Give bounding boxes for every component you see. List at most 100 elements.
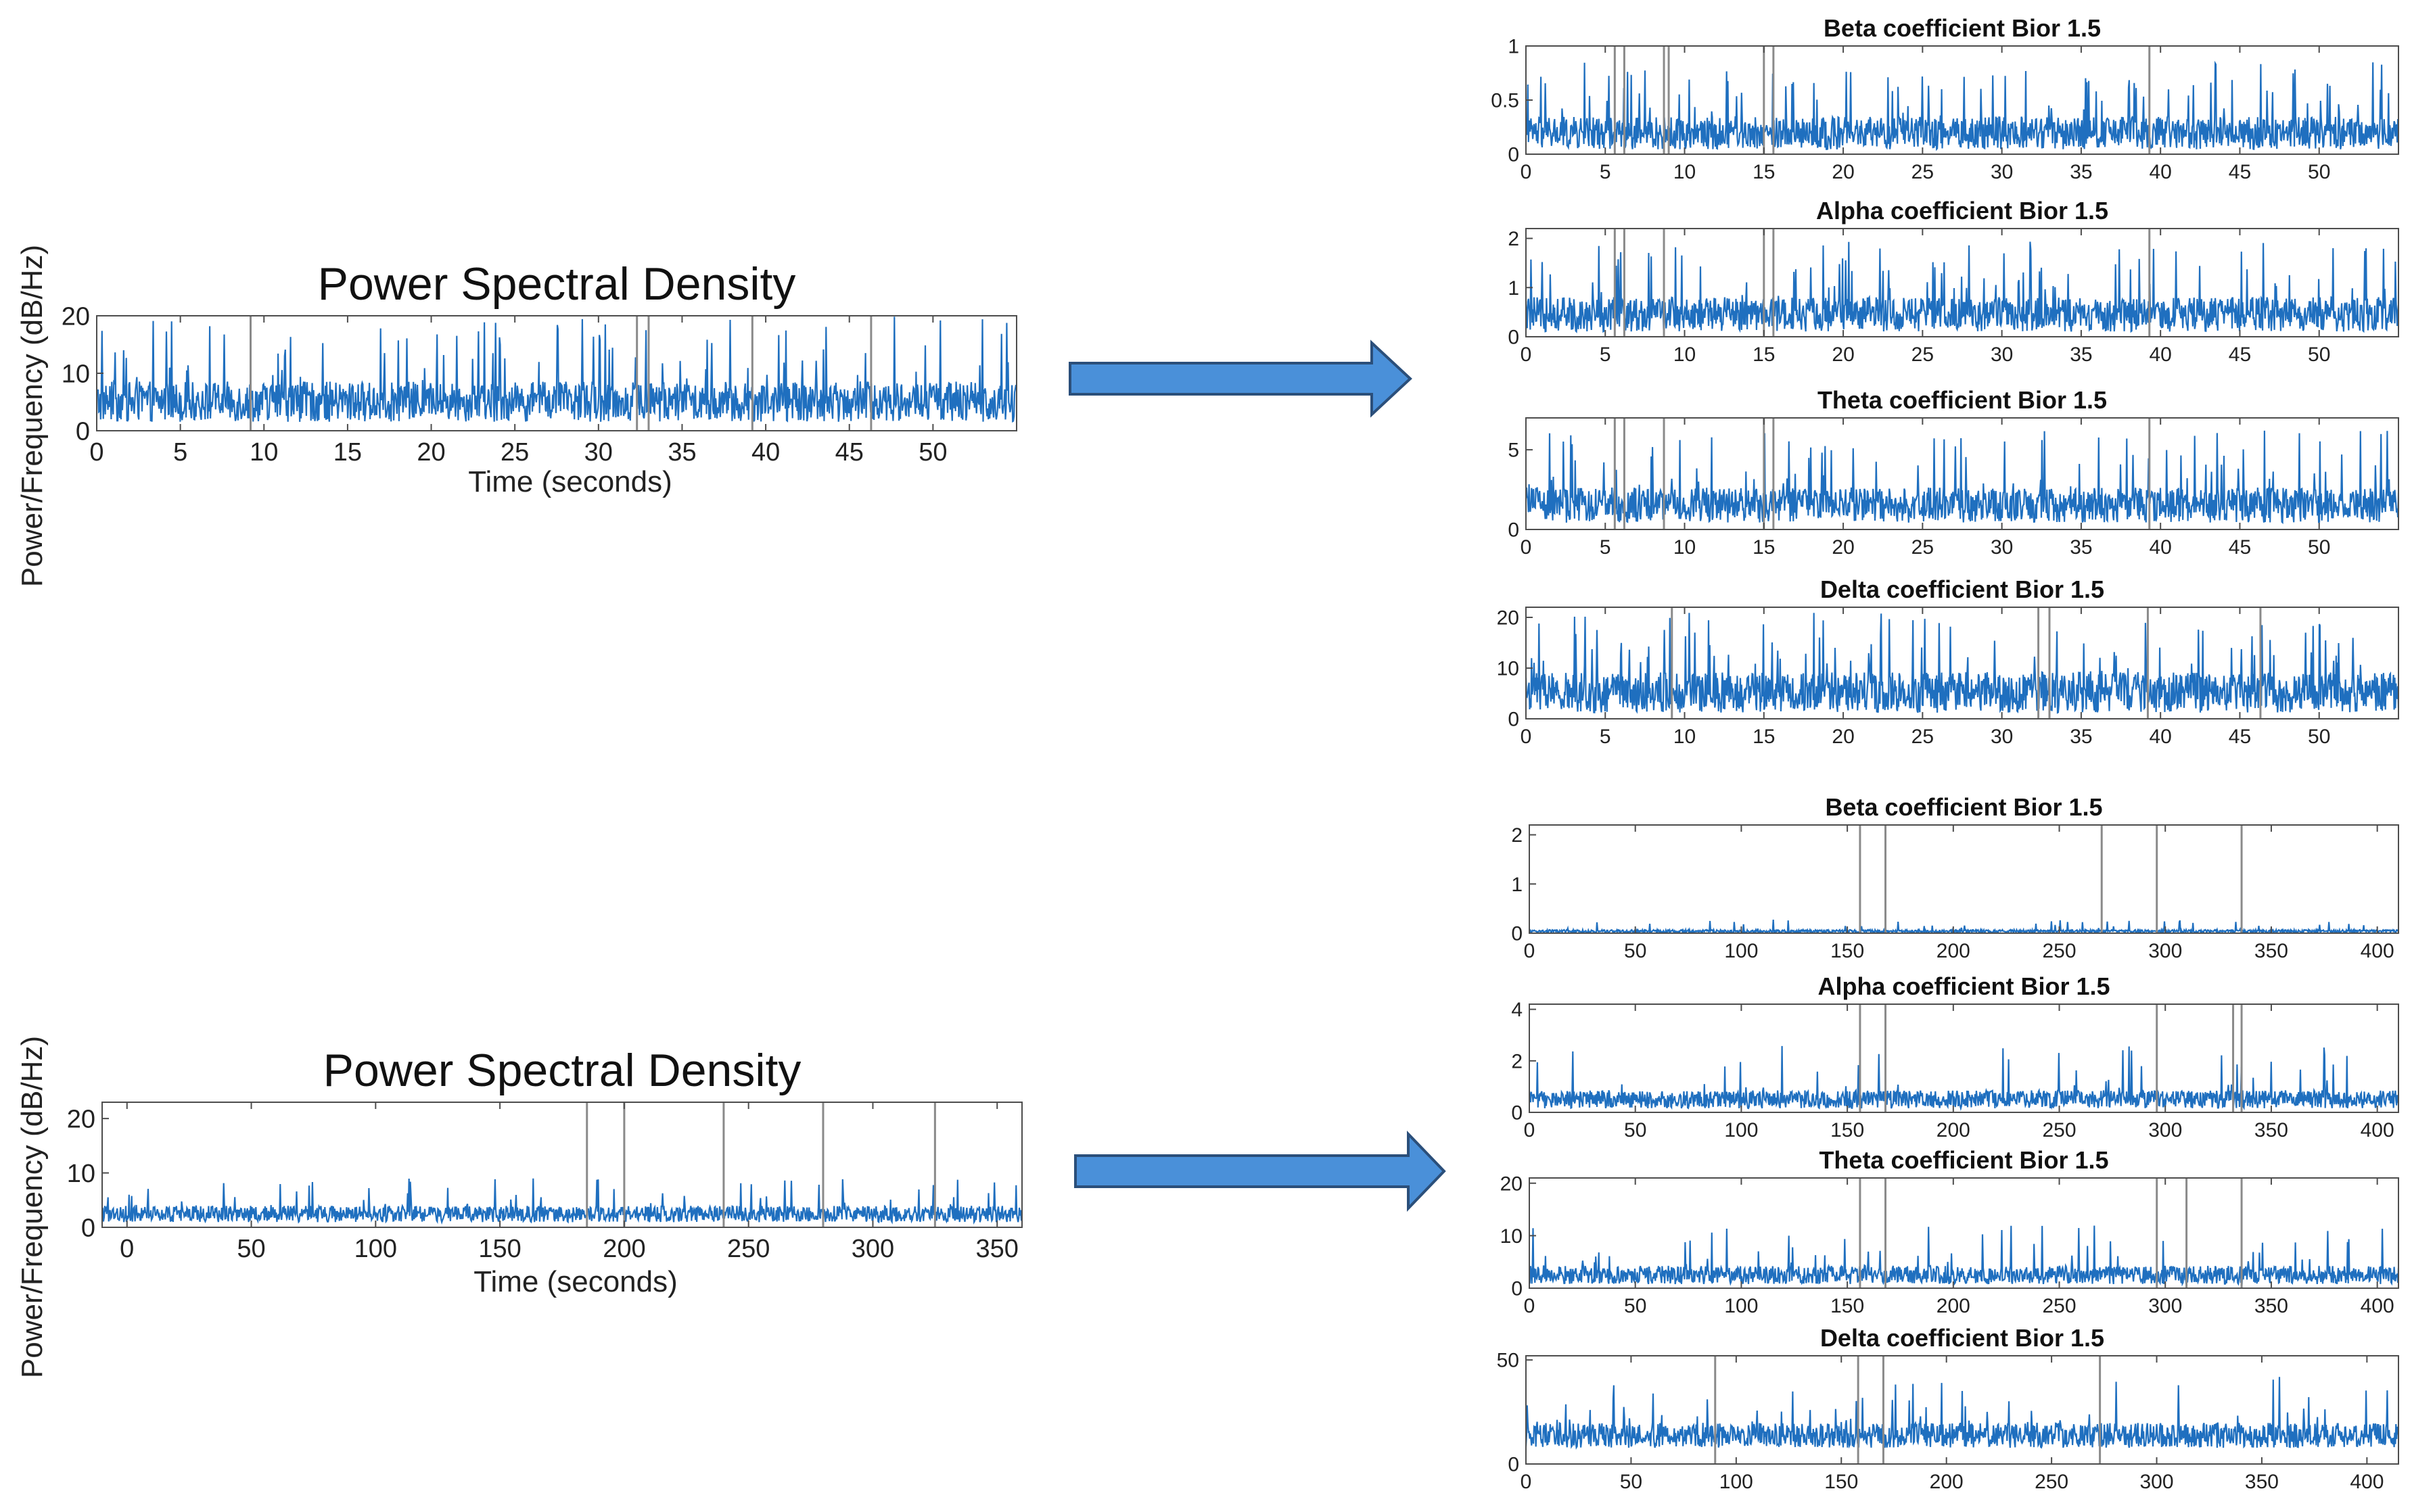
x-tick-label: 200 xyxy=(1930,1471,1964,1493)
x-tick-label: 200 xyxy=(1936,1119,1970,1141)
y-tick-label: 0.5 xyxy=(1491,90,1519,112)
x-tick-label: 20 xyxy=(1832,344,1854,366)
series-line xyxy=(1529,1225,2398,1287)
x-tick-label: 50 xyxy=(2308,161,2330,183)
series-line xyxy=(1526,241,2398,333)
x-tick-label: 5 xyxy=(1600,161,1611,183)
chart-title: Beta coefficient Bior 1.5 xyxy=(1825,793,2102,821)
x-tick-label: 50 xyxy=(1624,940,1646,962)
chart-title: Theta coefficient Bior 1.5 xyxy=(1817,386,2107,414)
y-tick-label: 50 xyxy=(1497,1350,1519,1372)
x-tick-label: 35 xyxy=(2070,161,2092,183)
chart-title: Alpha coefficient Bior 1.5 xyxy=(1816,197,2108,225)
x-tick-label: 350 xyxy=(2254,940,2288,962)
x-tick-label: 30 xyxy=(1991,344,2013,366)
x-tick-label: 250 xyxy=(2043,1119,2077,1141)
x-tick-label: 150 xyxy=(1824,1471,1858,1493)
y-tick-label: 0 xyxy=(76,417,90,446)
chart-title: Delta coefficient Bior 1.5 xyxy=(1820,575,2104,603)
axes-box xyxy=(101,1102,1023,1228)
x-tick-label: 30 xyxy=(1991,536,2013,559)
x-tick-label: 20 xyxy=(1832,536,1854,559)
x-tick-label: 15 xyxy=(1753,726,1775,748)
x-tick-label: 150 xyxy=(1830,1119,1864,1141)
x-tick-label: 45 xyxy=(2229,536,2251,559)
chart-beta_bottom: Beta coefficient Bior 1.5 0 50 100 150 200 250… xyxy=(1511,793,2399,962)
series-line xyxy=(97,316,1017,423)
x-tick-label: 300 xyxy=(2148,1295,2182,1317)
x-tick-label: 10 xyxy=(1673,161,1696,183)
x-tick-label: 50 xyxy=(2308,536,2330,559)
x-tick-label: 50 xyxy=(919,438,947,467)
chart-title: Alpha coefficient Bior 1.5 xyxy=(1817,972,2110,1000)
y-tick-label: 20 xyxy=(1500,1173,1523,1195)
x-tick-label: 10 xyxy=(1673,344,1696,366)
series-line xyxy=(1526,430,2398,525)
left-ylabel-top: Power/Frequency (dB/Hz) xyxy=(16,245,49,587)
x-tick-label: 15 xyxy=(1753,344,1775,366)
y-tick-label: 0 xyxy=(1511,923,1523,945)
x-tick-label: 0 xyxy=(1521,726,1532,748)
x-tick-label: 40 xyxy=(2149,536,2171,559)
chart-alpha_bottom: Alpha coefficient Bior 1.5 0 50 100 150 200 25… xyxy=(1511,972,2399,1141)
y-tick-label: 2 xyxy=(1511,824,1523,847)
chart-title: Beta coefficient Bior 1.5 xyxy=(1824,14,2101,42)
x-tick-label: 0 xyxy=(1521,344,1532,366)
x-tick-label: 35 xyxy=(668,438,696,467)
y-tick-label: 10 xyxy=(1500,1225,1523,1248)
x-tick-label: 0 xyxy=(1524,1295,1535,1317)
chart-delta_bottom: Delta coefficient Bior 1.5 0 50 100 150 200 25… xyxy=(1497,1324,2399,1493)
x-tick-label: 0 xyxy=(120,1235,134,1263)
chart-title: Theta coefficient Bior 1.5 xyxy=(1819,1146,2108,1174)
x-tick-label: 50 xyxy=(237,1235,265,1263)
x-tick-label: 200 xyxy=(1936,1295,1970,1317)
x-tick-label: 0 xyxy=(1524,1119,1535,1141)
y-tick-label: 0 xyxy=(1508,709,1519,731)
series-line xyxy=(1526,60,2398,151)
x-tick-label: 400 xyxy=(2350,1471,2384,1493)
arrow-icon-top xyxy=(1069,339,1412,418)
x-tick-label: 25 xyxy=(1911,344,1934,366)
x-tick-label: 15 xyxy=(1753,536,1775,559)
x-tick-label: 200 xyxy=(1936,940,1970,962)
x-tick-label: 400 xyxy=(2361,1119,2394,1141)
x-tick-label: 50 xyxy=(1620,1471,1642,1493)
axes-box xyxy=(1529,1177,2399,1289)
x-tick-label: 45 xyxy=(835,438,864,467)
x-tick-label: 40 xyxy=(2149,344,2171,366)
x-tick-label: 50 xyxy=(1624,1295,1646,1317)
y-tick-label: 5 xyxy=(1508,440,1519,462)
x-tick-label: 20 xyxy=(1832,161,1854,183)
x-tick-label: 300 xyxy=(2148,1119,2182,1141)
x-tick-label: 30 xyxy=(584,438,613,467)
x-tick-label: 40 xyxy=(2149,161,2171,183)
x-tick-label: 100 xyxy=(1719,1471,1753,1493)
x-tick-label: 5 xyxy=(1600,536,1611,559)
x-tick-label: 20 xyxy=(417,438,445,467)
x-tick-label: 0 xyxy=(1521,536,1532,559)
axes-box xyxy=(1525,607,2399,719)
y-tick-label: 0 xyxy=(1508,519,1519,542)
series-line xyxy=(1529,919,2398,933)
axes-box xyxy=(1529,1003,2399,1113)
x-tick-label: 25 xyxy=(501,438,529,467)
y-tick-label: 1 xyxy=(1508,36,1519,58)
x-axis-label: Time (seconds) xyxy=(468,465,672,498)
axes-box xyxy=(1525,417,2399,530)
y-tick-label: 2 xyxy=(1511,1050,1523,1072)
x-tick-label: 150 xyxy=(1830,1295,1864,1317)
y-tick-label: 0 xyxy=(1508,144,1519,166)
series-line xyxy=(1526,1377,2398,1450)
x-tick-label: 30 xyxy=(1991,161,2013,183)
x-tick-label: 10 xyxy=(250,438,278,467)
x-tick-label: 350 xyxy=(2254,1295,2288,1317)
x-tick-label: 5 xyxy=(1600,726,1611,748)
y-tick-label: 20 xyxy=(1497,607,1519,630)
chart-beta_top: Beta coefficient Bior 1.50 5 10 15 20 25 30 35 4… xyxy=(1491,14,2399,183)
x-tick-label: 30 xyxy=(1991,726,2013,748)
x-tick-label: 350 xyxy=(976,1235,1019,1263)
x-tick-label: 400 xyxy=(2361,1295,2394,1317)
axes-box xyxy=(1529,824,2399,934)
